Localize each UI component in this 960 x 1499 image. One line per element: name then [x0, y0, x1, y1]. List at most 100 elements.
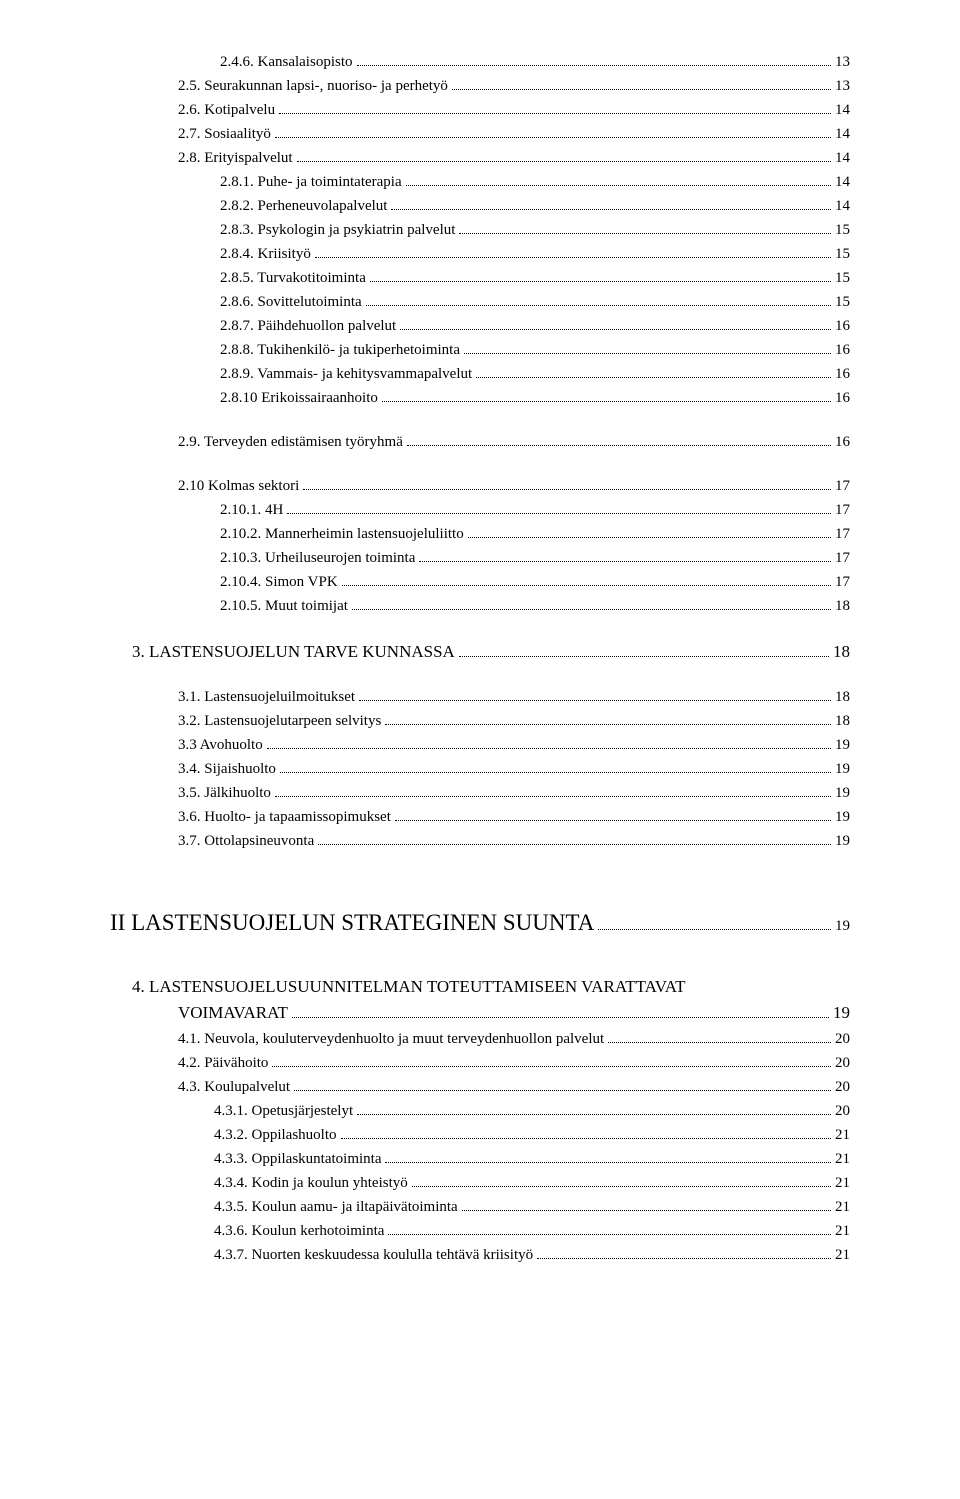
toc-page: 17	[835, 522, 850, 546]
toc-label: 2.7. Sosiaalityö	[178, 122, 271, 146]
toc-entry: 4.3.6. Koulun kerhotoiminta 21	[110, 1219, 850, 1243]
toc-section-heading: 3. LASTENSUOJELUN TARVE KUNNASSA 18	[110, 638, 850, 665]
toc-label: 4. LASTENSUOJELUSUUNNITELMAN TOTEUTTAMIS…	[132, 977, 686, 996]
toc-leader-dots	[280, 772, 831, 773]
toc-page: 14	[835, 170, 850, 194]
toc-label: 2.8.3. Psykologin ja psykiatrin palvelut	[220, 218, 455, 242]
toc-block: 2.10 Kolmas sektori 17 2.10.1. 4H 17 2.1…	[110, 474, 850, 618]
toc-entry: 2.8.10 Erikoissairaanhoito 16	[110, 386, 850, 410]
toc-page: 18	[835, 685, 850, 709]
toc-entry: 2.8.2. Perheneuvolapalvelut 14	[110, 194, 850, 218]
toc-leader-dots	[385, 724, 831, 725]
spacer	[110, 454, 850, 474]
toc-label: 3.7. Ottolapsineuvonta	[178, 829, 314, 853]
toc-page: 13	[835, 74, 850, 98]
toc-leader-dots	[297, 161, 831, 162]
toc-page: 15	[835, 218, 850, 242]
toc-leader-dots	[292, 1017, 829, 1018]
toc-entry: 4.3.1. Opetusjärjestelyt 20	[110, 1099, 850, 1123]
toc-label: II LASTENSUOJELUN STRATEGINEN SUUNTA	[110, 905, 594, 942]
toc-leader-dots	[370, 281, 831, 282]
toc-entry: 2.8.1. Puhe- ja toimintaterapia 14	[110, 170, 850, 194]
toc-entry: 4.3.4. Kodin ja koulun yhteistyö 21	[110, 1171, 850, 1195]
toc-leader-dots	[462, 1210, 831, 1211]
toc-leader-dots	[352, 609, 831, 610]
toc-page: 21	[835, 1171, 850, 1195]
toc-entry: 4.2. Päivähoito 20	[110, 1051, 850, 1075]
toc-page: 19	[835, 781, 850, 805]
toc-section-heading: 4. LASTENSUOJELUSUUNNITELMAN TOTEUTTAMIS…	[110, 974, 850, 1000]
toc-entry: 3.4. Sijaishuolto 19	[110, 757, 850, 781]
toc-entry: 3.6. Huolto- ja tapaamissopimukset 19	[110, 805, 850, 829]
toc-entry: 2.8.6. Sovittelutoiminta 15	[110, 290, 850, 314]
toc-label: 4.3.6. Koulun kerhotoiminta	[214, 1219, 384, 1243]
toc-leader-dots	[267, 748, 831, 749]
toc-page: 16	[835, 338, 850, 362]
toc-label: 4.3.5. Koulun aamu- ja iltapäivätoiminta	[214, 1195, 458, 1219]
toc-label: 2.5. Seurakunnan lapsi-, nuoriso- ja per…	[178, 74, 448, 98]
toc-label: 3.5. Jälkihuolto	[178, 781, 271, 805]
spacer	[110, 942, 850, 974]
toc-label: 4.3.4. Kodin ja koulun yhteistyö	[214, 1171, 408, 1195]
toc-section-heading-line2: VOIMAVARAT 19	[110, 999, 850, 1026]
toc-label: 3.3 Avohuolto	[178, 733, 263, 757]
spacer	[110, 618, 850, 638]
toc-label: 2.10.1. 4H	[220, 498, 283, 522]
toc-leader-dots	[412, 1186, 831, 1187]
toc-label: 2.4.6. Kansalaisopisto	[220, 50, 353, 74]
toc-entry: 2.8.4. Kriisityö 15	[110, 242, 850, 266]
spacer	[110, 853, 850, 885]
toc-leader-dots	[341, 1138, 832, 1139]
toc-label: 2.10 Kolmas sektori	[178, 474, 299, 498]
toc-leader-dots	[357, 1114, 831, 1115]
toc-page: 17	[835, 498, 850, 522]
toc-page: 20	[835, 1099, 850, 1123]
toc-entry: 2.8.9. Vammais- ja kehitysvammapalvelut …	[110, 362, 850, 386]
toc-label: 2.8.2. Perheneuvolapalvelut	[220, 194, 387, 218]
toc-page: 19	[833, 999, 850, 1026]
toc-entry: 2.10.1. 4H 17	[110, 498, 850, 522]
toc-leader-dots	[419, 561, 831, 562]
toc-label: 3. LASTENSUOJELUN TARVE KUNNASSA	[132, 638, 455, 665]
toc-leader-dots	[537, 1258, 831, 1259]
toc-label: 2.8.1. Puhe- ja toimintaterapia	[220, 170, 402, 194]
toc-page: 19	[835, 914, 850, 938]
toc-entry: 2.8.7. Päihdehuollon palvelut 16	[110, 314, 850, 338]
toc-page: 17	[835, 570, 850, 594]
toc-entry: 4.3. Koulupalvelut 20	[110, 1075, 850, 1099]
toc-label: 2.10.5. Muut toimijat	[220, 594, 348, 618]
toc-leader-dots	[294, 1090, 831, 1091]
toc-entry: 2.8.3. Psykologin ja psykiatrin palvelut…	[110, 218, 850, 242]
toc-entry: 4.3.7. Nuorten keskuudessa koululla teht…	[110, 1243, 850, 1267]
toc-page: 16	[835, 386, 850, 410]
toc-page: 15	[835, 290, 850, 314]
toc-block: 4.1. Neuvola, kouluterveydenhuolto ja mu…	[110, 1027, 850, 1267]
toc-entry: 4.3.5. Koulun aamu- ja iltapäivätoiminta…	[110, 1195, 850, 1219]
toc-page: 17	[835, 546, 850, 570]
toc-page: 20	[835, 1027, 850, 1051]
toc-leader-dots	[279, 113, 831, 114]
toc-page: 21	[835, 1219, 850, 1243]
toc-page: 19	[835, 757, 850, 781]
toc-entry: 2.10 Kolmas sektori 17	[110, 474, 850, 498]
toc-label: 3.6. Huolto- ja tapaamissopimukset	[178, 805, 391, 829]
toc-entry: 3.7. Ottolapsineuvonta 19	[110, 829, 850, 853]
spacer	[110, 410, 850, 430]
toc-part-heading: II LASTENSUOJELUN STRATEGINEN SUUNTA 19	[110, 905, 850, 942]
toc-label: 2.8.4. Kriisityö	[220, 242, 311, 266]
toc-page: 18	[835, 709, 850, 733]
toc-entry: 3.3 Avohuolto 19	[110, 733, 850, 757]
toc-entry: 3.5. Jälkihuolto 19	[110, 781, 850, 805]
toc-label: 2.8.7. Päihdehuollon palvelut	[220, 314, 396, 338]
toc-label: 4.2. Päivähoito	[178, 1051, 268, 1075]
toc-label: 2.10.3. Urheiluseurojen toiminta	[220, 546, 415, 570]
toc-page: 14	[835, 146, 850, 170]
toc-label: 4.3.3. Oppilaskuntatoiminta	[214, 1147, 381, 1171]
toc-page: 21	[835, 1243, 850, 1267]
toc-leader-dots	[476, 377, 831, 378]
toc-label: 4.3.1. Opetusjärjestelyt	[214, 1099, 353, 1123]
toc-leader-dots	[385, 1162, 831, 1163]
toc-page: 21	[835, 1195, 850, 1219]
toc-leader-dots	[272, 1066, 831, 1067]
toc-label: 4.1. Neuvola, kouluterveydenhuolto ja mu…	[178, 1027, 604, 1051]
